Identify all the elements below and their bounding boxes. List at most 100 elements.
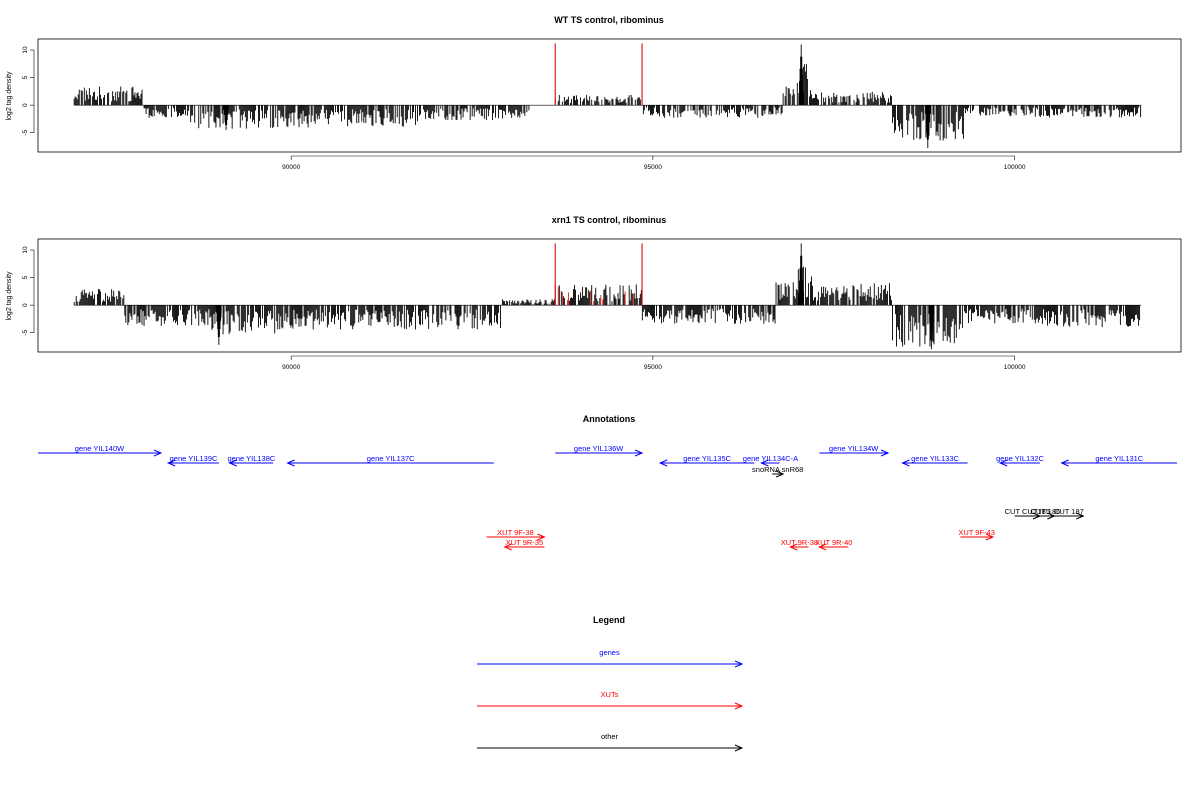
feature-arrowhead bbox=[1076, 512, 1085, 520]
feature-arrowhead bbox=[760, 459, 769, 467]
annotation-feature: gene YIL137C bbox=[286, 454, 494, 467]
x-tick-label: 100000 bbox=[1004, 364, 1026, 371]
feature-arrowhead bbox=[537, 533, 546, 541]
y-tick-label: 10 bbox=[22, 46, 29, 54]
annotation-feature: XUT 9R-38 bbox=[781, 538, 818, 551]
feature-arrowhead bbox=[634, 449, 644, 457]
feature-label: XUT 9R-40 bbox=[815, 538, 852, 547]
y-axis: -5 0 5 10 bbox=[22, 46, 35, 136]
feature-arrowhead bbox=[1060, 459, 1069, 467]
feature-arrowhead bbox=[789, 543, 798, 551]
y-axis: -5 0 5 10 bbox=[22, 246, 35, 336]
legend-item: XUTs bbox=[477, 690, 744, 710]
signal-bars bbox=[73, 44, 1142, 149]
feature-arrowhead bbox=[153, 449, 163, 457]
legend-arrowhead bbox=[734, 702, 744, 710]
annotation-feature: XUT 9F-43 bbox=[958, 528, 995, 541]
annotation-feature: gene YIL132C bbox=[996, 454, 1045, 467]
annotation-feature: gene YIL140W bbox=[38, 444, 163, 457]
feature-label: gene YIL140W bbox=[75, 444, 125, 453]
plot-frame bbox=[37, 238, 1182, 353]
feature-label: XUT 9F-38 bbox=[497, 528, 534, 537]
annotation-feature: gene YIL136W bbox=[555, 444, 644, 457]
y-tick-label: -5 bbox=[22, 129, 29, 135]
annotation-feature: gene YIL138C bbox=[227, 454, 276, 467]
plot-frame bbox=[37, 38, 1182, 153]
annotation-feature: gene YIL135C bbox=[658, 454, 755, 467]
x-tick-label: 90000 bbox=[282, 364, 300, 371]
xrn1-signal-panel: xrn1 TS control, ribominus log2 tag dens… bbox=[6, 215, 1182, 371]
feature-label: gene YIL131C bbox=[1095, 454, 1143, 463]
feature-arrowhead bbox=[166, 459, 176, 467]
feature-label: XUT 9R-38 bbox=[781, 538, 818, 547]
feature-label: gene YIL136W bbox=[574, 444, 624, 453]
x-tick-label: 100000 bbox=[1004, 164, 1026, 171]
annotation-feature: gene YIL139C bbox=[166, 454, 219, 467]
feature-arrowhead bbox=[286, 459, 295, 467]
annotation-feature: gene YIL134C-A bbox=[743, 454, 798, 467]
highlight-lines bbox=[554, 243, 643, 306]
y-axis-label: log2 tag density bbox=[6, 271, 13, 321]
feature-label: gene YIL133C bbox=[911, 454, 959, 463]
feature-arrowhead bbox=[775, 470, 785, 478]
y-tick-label: 0 bbox=[22, 303, 29, 307]
feature-label: snoRNA snR68 bbox=[752, 465, 803, 474]
feature-label: gene YIL137C bbox=[367, 454, 415, 463]
legend-label: other bbox=[601, 732, 619, 741]
x-axis: 90000 95000 100000 bbox=[282, 355, 1026, 371]
annotation-feature: gene YIL131C bbox=[1060, 454, 1177, 467]
y-tick-label: 0 bbox=[22, 103, 29, 107]
signal-bars bbox=[73, 243, 1142, 350]
legend-item: genes bbox=[477, 648, 744, 668]
y-axis-label: log2 tag density bbox=[6, 71, 13, 121]
annotation-features: gene YIL140W gene YIL139C gene YIL138C gene… bbox=[38, 444, 1177, 551]
y-tick-label: 5 bbox=[22, 275, 29, 279]
feature-arrowhead bbox=[880, 449, 890, 457]
feature-arrowhead bbox=[985, 533, 995, 541]
wt-signal-panel: WT TS control, ribominus log2 tag densit… bbox=[6, 15, 1182, 171]
y-tick-label: -5 bbox=[22, 329, 29, 335]
feature-arrowhead bbox=[658, 459, 668, 467]
legend-label: XUTs bbox=[601, 690, 619, 699]
feature-label: XUT 9F-43 bbox=[958, 528, 995, 537]
feature-label: CUT CUT185 bbox=[1005, 507, 1050, 516]
chart-title: xrn1 TS control, ribominus bbox=[552, 215, 667, 225]
feature-arrowhead bbox=[228, 459, 237, 467]
feature-label: CUT 186 bbox=[1030, 507, 1060, 516]
chart-title: WT TS control, ribominus bbox=[554, 15, 664, 25]
x-tick-label: 90000 bbox=[282, 164, 300, 171]
annotation-feature: XUT 9R-40 bbox=[815, 538, 852, 551]
feature-label: gene YIL134C-A bbox=[743, 454, 798, 463]
annotation-feature: gene YIL134W bbox=[819, 444, 890, 457]
annotation-feature: gene YIL133C bbox=[901, 454, 968, 467]
feature-label: CUT 187 bbox=[1054, 507, 1084, 516]
annotation-feature: XUT 9R-35 bbox=[503, 538, 545, 551]
feature-arrowhead bbox=[503, 543, 512, 551]
feature-arrowhead bbox=[818, 543, 827, 551]
legend-item: other bbox=[477, 732, 744, 752]
feature-arrowhead bbox=[998, 459, 1008, 467]
x-tick-label: 95000 bbox=[644, 164, 662, 171]
x-axis: 90000 95000 100000 bbox=[282, 155, 1026, 171]
feature-label: gene YIL134W bbox=[829, 444, 879, 453]
feature-label: XUT 9R-35 bbox=[506, 538, 543, 547]
feature-label: gene YIL132C bbox=[996, 454, 1044, 463]
feature-label: gene YIL135C bbox=[683, 454, 731, 463]
legend-items: genes XUTs other bbox=[477, 648, 744, 752]
legend-arrowhead bbox=[734, 744, 744, 752]
annotation-feature: CUT 187 bbox=[1054, 507, 1085, 520]
annotation-feature: snoRNA snR68 bbox=[752, 465, 803, 478]
legend-arrowhead bbox=[734, 660, 744, 668]
annotation-feature: XUT 9F-38 bbox=[486, 528, 546, 541]
x-tick-label: 95000 bbox=[644, 364, 662, 371]
legend-title: Legend bbox=[593, 615, 625, 625]
feature-label: gene YIL139C bbox=[170, 454, 218, 463]
annotations-title: Annotations bbox=[583, 414, 636, 424]
highlight-lines bbox=[554, 43, 643, 106]
legend: Legend genes XUTs other bbox=[477, 615, 744, 752]
feature-arrowhead bbox=[901, 459, 910, 467]
legend-label: genes bbox=[599, 648, 620, 657]
y-tick-label: 5 bbox=[22, 75, 29, 79]
